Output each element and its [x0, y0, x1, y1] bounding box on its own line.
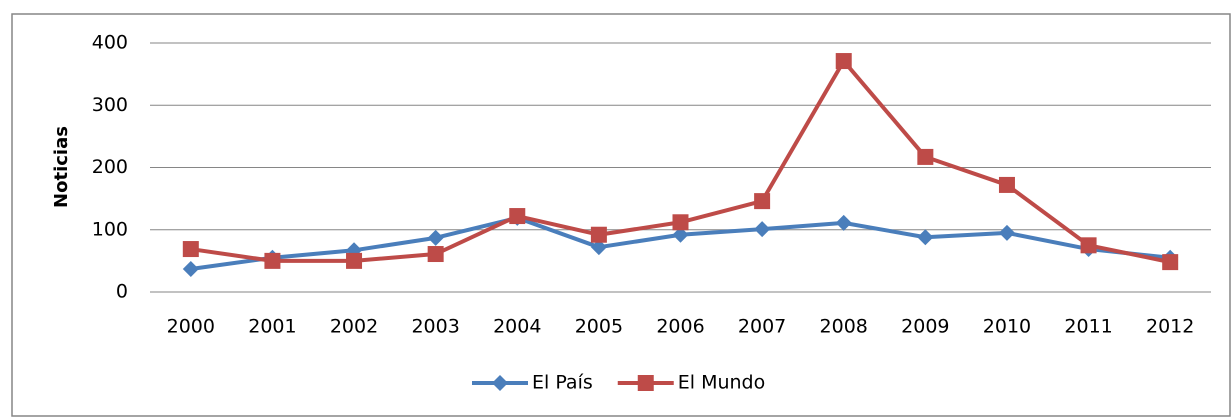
- x-tick-label: 2005: [575, 316, 623, 338]
- marker: [590, 226, 607, 243]
- marker: [998, 176, 1015, 193]
- x-tick-label: 2012: [1146, 316, 1194, 338]
- y-tick-label: 100: [92, 218, 128, 240]
- marker: [672, 214, 689, 231]
- x-tick-label: 2001: [248, 316, 296, 338]
- y-tick-label: 300: [92, 94, 128, 116]
- marker: [917, 229, 934, 246]
- x-tick-label: 2004: [493, 316, 541, 338]
- x-tick-label: 2010: [983, 316, 1031, 338]
- marker: [998, 224, 1015, 241]
- marker: [346, 252, 363, 269]
- marker: [427, 246, 444, 263]
- marker: [1080, 237, 1097, 254]
- marker: [754, 221, 771, 238]
- x-tick-label: 2007: [738, 316, 786, 338]
- marker: [754, 193, 771, 210]
- x-tick-label: 2006: [656, 316, 704, 338]
- legend-label: El País: [532, 372, 593, 394]
- marker: [492, 375, 508, 391]
- marker: [182, 260, 199, 277]
- marker: [509, 208, 526, 225]
- x-tick-label: 2008: [820, 316, 868, 338]
- marker: [264, 252, 281, 269]
- marker: [427, 229, 444, 246]
- legend-label: El Mundo: [678, 372, 766, 394]
- x-tick-label: 2000: [167, 316, 215, 338]
- y-tick-label: 400: [92, 32, 128, 54]
- chart-frame: [11, 13, 1231, 417]
- marker: [1162, 254, 1179, 271]
- marker: [835, 214, 852, 231]
- marker: [346, 242, 363, 259]
- marker: [590, 239, 607, 256]
- marker: [637, 375, 654, 391]
- x-tick-label: 2009: [901, 316, 949, 338]
- y-tick-label: 200: [92, 156, 128, 178]
- marker: [182, 241, 199, 258]
- y-tick-label: 0: [116, 281, 128, 303]
- marker: [917, 148, 934, 165]
- x-tick-label: 2003: [411, 316, 459, 338]
- x-tick-label: 2002: [330, 316, 378, 338]
- marker: [672, 226, 689, 243]
- marker: [835, 53, 852, 70]
- y-axis-label: Noticias: [51, 126, 72, 208]
- x-tick-label: 2011: [1064, 316, 1112, 338]
